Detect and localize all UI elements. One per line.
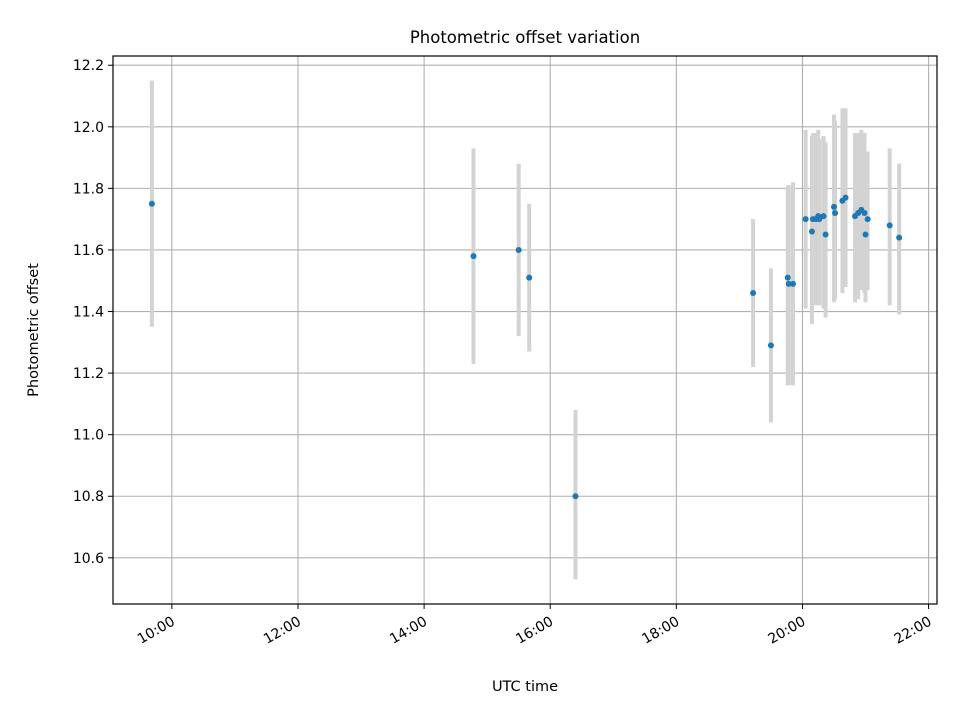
y-tick-label: 11.0	[73, 428, 104, 444]
chart-title: Photometric offset variation	[410, 28, 640, 47]
data-point	[822, 231, 829, 238]
y-axis-label: Photometric offset	[26, 263, 42, 397]
data-point	[886, 222, 893, 229]
y-tick-label: 10.6	[73, 551, 104, 567]
y-tick-label: 11.6	[73, 243, 104, 259]
y-tick-label: 11.4	[73, 305, 104, 321]
plot-frame	[112, 55, 938, 605]
data-point	[896, 234, 903, 241]
data-point	[785, 280, 792, 287]
y-tick-label: 12.2	[73, 58, 104, 74]
y-axis-ticks: 10.6 10.8 11.0 11.2 11.4 11.6 11.8 12.0 12.2	[73, 58, 113, 567]
data-point	[572, 493, 579, 500]
y-tick-label: 11.2	[73, 366, 104, 382]
x-axis-label: UTC time	[492, 679, 558, 695]
data-point	[515, 246, 522, 253]
data-point	[816, 216, 823, 223]
data-point	[832, 210, 839, 217]
y-tick-label: 10.8	[73, 489, 104, 505]
grid	[113, 56, 937, 604]
data-point	[831, 203, 837, 210]
data-point	[802, 216, 809, 223]
data-point	[820, 213, 827, 220]
data-point	[808, 228, 815, 235]
data-point	[784, 274, 791, 281]
data-point	[148, 200, 155, 207]
data-point	[842, 194, 849, 201]
data-point	[864, 216, 871, 223]
data-point	[767, 342, 774, 349]
y-tick-label: 11.8	[73, 181, 104, 197]
y-tick-label: 12.0	[73, 120, 104, 136]
data-point	[470, 253, 477, 260]
data-point	[862, 231, 869, 238]
data-point	[790, 280, 797, 287]
data-points	[148, 194, 903, 500]
data-point	[526, 274, 533, 281]
data-point	[750, 290, 757, 297]
data-point	[861, 210, 868, 217]
